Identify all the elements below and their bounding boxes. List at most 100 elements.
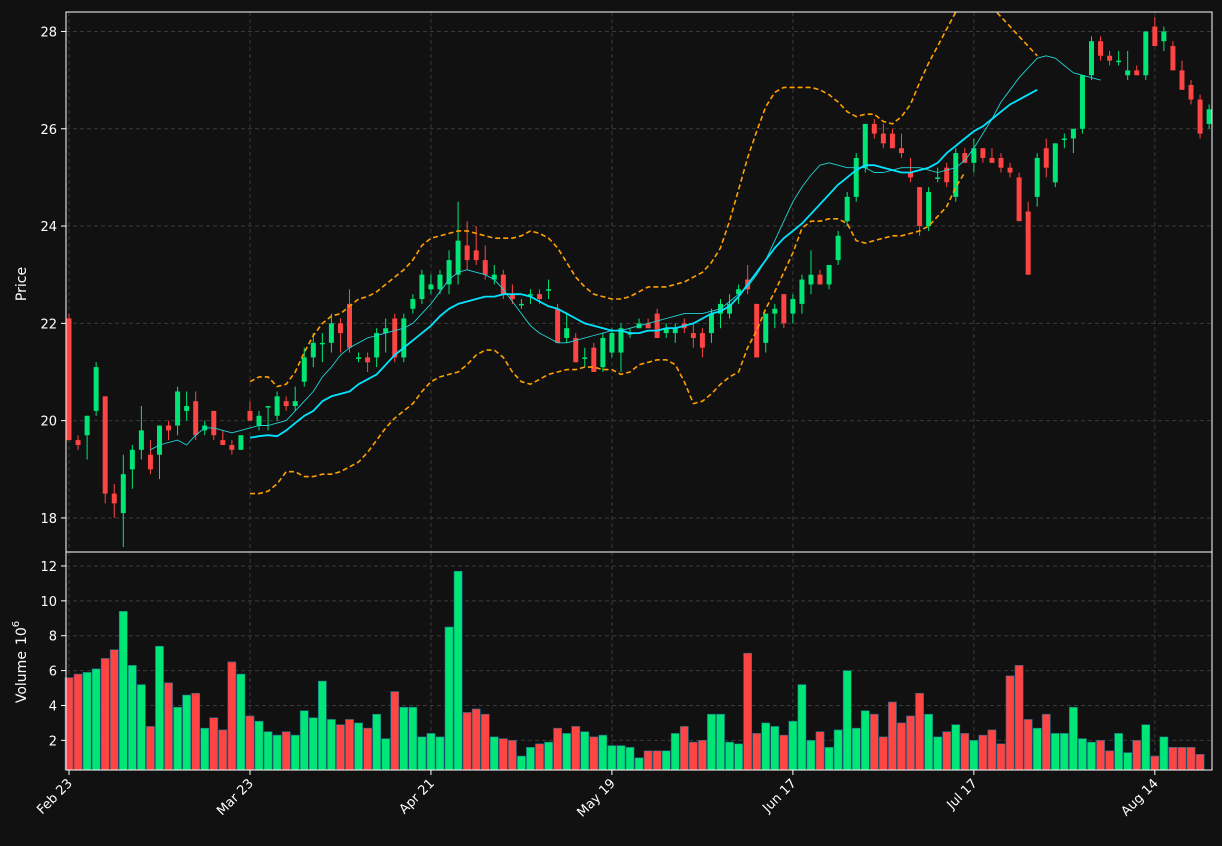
candle-body — [690, 333, 696, 338]
volume-bar — [815, 731, 825, 771]
volume-tick-label: 8 — [49, 630, 57, 645]
volume-bar — [1005, 675, 1015, 771]
candle-body — [1070, 128, 1076, 139]
volume-bar — [897, 722, 906, 771]
price-tick-label: 20 — [40, 415, 57, 430]
candle-body — [1052, 143, 1058, 183]
candle-body — [1088, 41, 1094, 76]
volume-bar — [399, 706, 409, 771]
volume-bar — [281, 731, 291, 771]
panel-frames — [65, 11, 1213, 771]
volume-bar — [535, 743, 544, 771]
candle-body — [600, 337, 606, 368]
volume-bar — [1186, 747, 1196, 771]
candle-body — [166, 425, 172, 431]
volume-bar — [598, 734, 608, 771]
candle-body — [220, 440, 226, 445]
volume-bar — [553, 727, 562, 771]
candle-body — [1061, 138, 1067, 140]
volume-bar — [517, 755, 526, 771]
volume-bar — [408, 706, 418, 771]
candle-body — [175, 391, 181, 426]
candle-body — [1152, 26, 1158, 47]
volume-bar — [200, 727, 210, 771]
candle-body — [509, 294, 515, 300]
price-tick-label: 26 — [40, 123, 57, 138]
volume-bar — [426, 733, 436, 771]
price-y-ticks: 18 20 22 24 26 28 — [40, 25, 66, 527]
volume-bar — [761, 722, 771, 771]
volume-bar — [833, 729, 843, 771]
candle-body — [283, 401, 289, 407]
volume-bar — [453, 570, 463, 771]
candle-body — [917, 187, 923, 227]
volume-bar — [118, 610, 128, 771]
candle-body — [84, 415, 90, 436]
volume-bar — [869, 713, 879, 771]
candle-body — [356, 357, 362, 359]
price-tick-label: 18 — [40, 512, 57, 527]
candle-body — [708, 313, 714, 334]
volume-tick-label: 6 — [49, 665, 57, 680]
candle-body — [808, 274, 814, 285]
candle-body — [66, 318, 72, 441]
candle-body — [347, 303, 352, 348]
volume-bar — [978, 734, 988, 771]
volume-bar — [480, 713, 490, 771]
volume-bar — [562, 733, 572, 771]
volume-bar — [390, 691, 400, 771]
volume-bar — [1150, 755, 1160, 771]
candle-body — [844, 196, 850, 222]
volume-bar — [127, 665, 137, 771]
volume-bar — [263, 731, 273, 771]
candle-body — [328, 323, 334, 343]
volume-bar — [779, 734, 789, 771]
candle-body — [527, 294, 533, 296]
volume-bar — [688, 741, 698, 771]
candle-body — [374, 333, 380, 358]
volume-bar — [734, 743, 743, 771]
moving-average-short-line — [150, 55, 1101, 451]
volume-bar — [372, 713, 382, 771]
volume-bar — [526, 747, 535, 771]
volume-bar — [182, 694, 192, 771]
volume-bar — [1141, 724, 1151, 771]
volume-bar — [462, 712, 472, 771]
candle-body — [1197, 99, 1203, 134]
volume-tick-label: 10 — [40, 595, 57, 610]
candle-body — [618, 328, 624, 353]
candle-body — [1170, 46, 1176, 71]
candle-body — [437, 274, 443, 290]
candle-body — [93, 367, 99, 411]
candle-body — [989, 157, 995, 163]
candle-body — [265, 406, 271, 408]
volume-bar — [951, 724, 961, 771]
indicator-lines — [150, 12, 1101, 495]
candle-body — [817, 274, 823, 285]
volume-bar — [146, 726, 155, 771]
candle-body — [754, 303, 760, 358]
candle-body — [663, 328, 669, 334]
candle-body — [962, 153, 968, 163]
candle-body — [1007, 167, 1013, 173]
candle-body — [736, 289, 742, 295]
candle-body — [1125, 70, 1131, 76]
volume-axis-exponent: 6 — [11, 621, 22, 627]
candle-body — [862, 123, 868, 168]
volume-bar — [698, 740, 707, 771]
volume-bar — [806, 740, 816, 771]
volume-axis-exponent-base: 10 — [14, 627, 30, 645]
volume-bar — [109, 649, 119, 771]
candle-body — [1107, 55, 1113, 61]
volume-bar — [272, 734, 282, 771]
volume-bar — [417, 736, 427, 771]
volume-bar — [824, 747, 834, 771]
candle-body — [980, 148, 986, 158]
candle-body — [500, 274, 506, 295]
candle-body — [229, 444, 235, 450]
volume-bar — [327, 719, 336, 771]
volume-bar — [471, 708, 481, 771]
candle-body — [301, 357, 307, 382]
volume-bar — [191, 692, 201, 771]
